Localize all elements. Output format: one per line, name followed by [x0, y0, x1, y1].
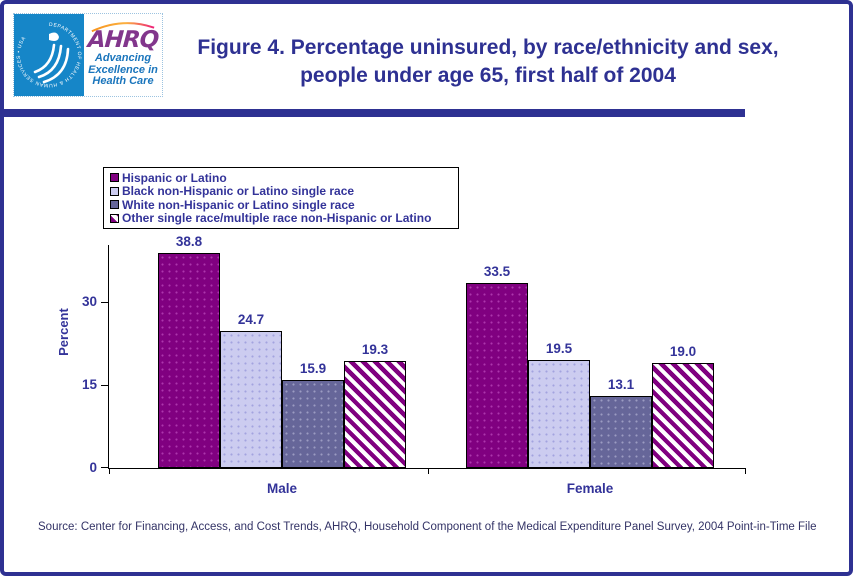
legend-swatch-icon — [110, 213, 119, 223]
bar-male-series0 — [158, 253, 220, 468]
legend-item: Hispanic or Latino — [110, 171, 458, 185]
x-axis-tick — [745, 468, 746, 474]
bar-value-label: 19.5 — [545, 341, 573, 356]
y-axis-tick-label: 15 — [81, 377, 97, 392]
bar-female-series2 — [590, 396, 652, 468]
y-axis-tick — [101, 467, 109, 468]
legend-item-label: Black non-Hispanic or Latino single race — [122, 184, 355, 199]
ahrq-rainbow-arc-icon — [91, 22, 155, 33]
legend-item-label: Hispanic or Latino — [122, 170, 227, 185]
plot-area: 0 15 30 38.8 24.7 15.9 19.3 Male 33.5 19.5 13.1 19.… — [82, 234, 746, 496]
legend-swatch-icon — [110, 200, 119, 210]
figure-title: Figure 4. Percentage uninsured, by race/… — [197, 36, 779, 87]
source-note: Source: Center for Financing, Access, an… — [38, 521, 817, 533]
hhs-seal-text: DEPARTMENT OF HEALTH & HUMAN SERVICES • … — [16, 22, 82, 88]
bar-male-series3 — [344, 361, 406, 468]
legend-item: Black non-Hispanic or Latino single race — [110, 184, 458, 199]
bar-female-series3 — [652, 363, 714, 468]
x-axis-category-label: Female — [566, 481, 614, 496]
y-axis-tick-label: 30 — [81, 294, 97, 309]
bar-male-series2 — [282, 380, 344, 468]
title-divider-bar — [4, 109, 745, 117]
bar-value-label: 19.0 — [669, 344, 697, 359]
bar-value-label: 24.7 — [237, 312, 265, 327]
legend-item: Other single race/multiple race non-Hisp… — [110, 211, 458, 226]
bar-value-label: 19.3 — [361, 342, 389, 357]
bar-female-series0 — [466, 283, 528, 468]
y-axis-tick-label: 0 — [89, 460, 97, 475]
legend-item-label: Other single race/multiple race non-Hisp… — [122, 211, 432, 226]
ahrq-logo-text: AHRQ — [86, 27, 160, 53]
bar-value-label: 33.5 — [483, 264, 511, 279]
legend-item: White non-Hispanic or Latino single race — [110, 198, 458, 212]
hhs-eagle-icon: DEPARTMENT OF HEALTH & HUMAN SERVICES • … — [16, 22, 82, 88]
legend-swatch-icon — [110, 186, 119, 196]
chart-legend: Hispanic or Latino Black non-Hispanic or … — [103, 167, 459, 229]
y-axis-tick — [101, 385, 109, 386]
bar-value-label: 13.1 — [607, 377, 635, 392]
ahrq-tagline: Advancing Excellence in Health Care — [88, 52, 158, 87]
y-axis-tick — [101, 302, 109, 303]
hhs-seal: DEPARTMENT OF HEALTH & HUMAN SERVICES • … — [14, 14, 84, 96]
svg-text:DEPARTMENT OF HEALTH & HUMAN S: DEPARTMENT OF HEALTH & HUMAN SERVICES • … — [16, 22, 82, 88]
x-axis-category-label: Male — [266, 481, 297, 496]
x-axis-tick — [109, 468, 110, 474]
legend-item-label: White non-Hispanic or Latino single race — [122, 197, 355, 212]
bar-female-series1 — [528, 360, 590, 468]
bar-male-series1 — [220, 331, 282, 468]
legend-swatch-icon — [110, 173, 119, 183]
bar-value-label: 15.9 — [299, 361, 327, 376]
ahrq-logo-block: AHRQ Advancing Excellence in Health Care — [84, 14, 162, 96]
x-axis-tick — [428, 468, 429, 474]
bar-value-label: 38.8 — [175, 234, 203, 249]
hhs-ahrq-logo: DEPARTMENT OF HEALTH & HUMAN SERVICES • … — [13, 13, 163, 97]
